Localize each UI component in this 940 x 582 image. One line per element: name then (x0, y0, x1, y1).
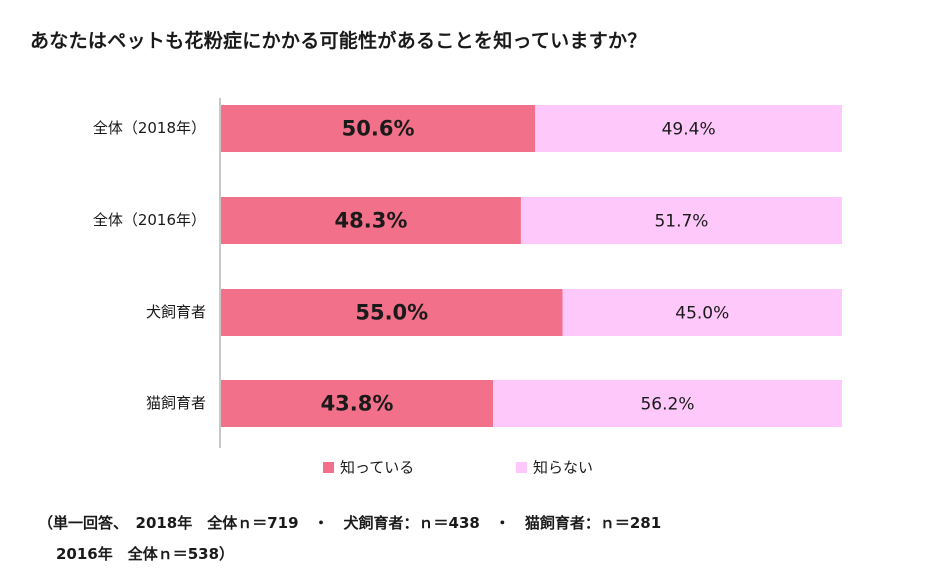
data-label-0-1: 48.3% (335, 209, 408, 233)
data-label-1-0: 49.4% (662, 120, 716, 140)
bar-segment-1-1 (520, 197, 842, 244)
category-label-2: 犬飼育者 (146, 303, 206, 321)
bar-segment-0-3 (221, 380, 493, 427)
data-label-1-1: 51.7% (654, 212, 708, 232)
data-label-0-2: 55.0% (355, 301, 428, 325)
bar-segment-0-0 (221, 105, 536, 152)
data-label-0-3: 43.8% (321, 392, 394, 416)
sample-size-note: （単一回答、 2018年 全体ｎ＝719 ・ 犬飼育者：ｎ＝438 ・ 猫飼育者… (38, 514, 662, 532)
bar-segment-1-0 (535, 105, 842, 152)
bar-segment-0-1 (221, 197, 521, 244)
data-label-1-3: 56.2% (640, 395, 694, 415)
chart-title: あなたはペットも花粉症にかかる可能性があることを知っていますか？ (30, 30, 647, 52)
category-label-3: 猫飼育者 (146, 394, 206, 412)
bar-segment-1-2 (562, 289, 842, 336)
sample-size-note-2: 2016年 全体ｎ＝538） (56, 545, 235, 563)
data-label-0-0: 50.6% (342, 117, 415, 141)
bar-segment-0-2 (221, 289, 563, 336)
legend-label-1: 知らない (533, 459, 593, 477)
category-label-1: 全体（2016年） (93, 211, 206, 229)
data-label-1-2: 45.0% (675, 304, 729, 324)
legend-swatch-0 (323, 462, 334, 473)
category-label-0: 全体（2018年） (93, 119, 206, 137)
bar-segment-1-3 (492, 380, 842, 427)
legend-swatch-1 (516, 462, 527, 473)
legend-label-0: 知っている (340, 459, 414, 477)
